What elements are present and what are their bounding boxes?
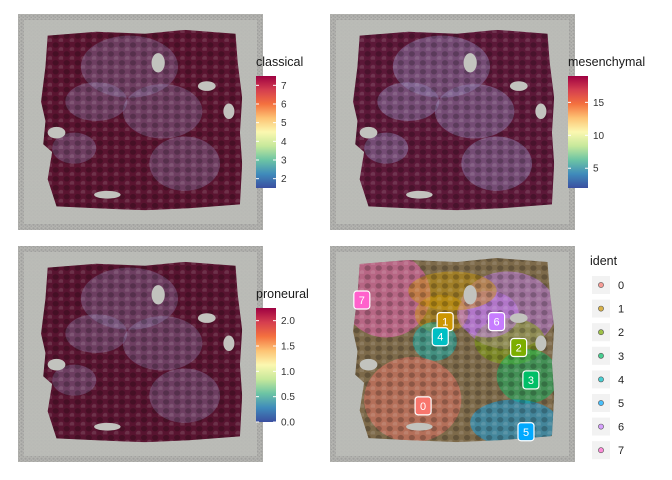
legend-label: 1 bbox=[618, 304, 624, 316]
legend-swatch bbox=[598, 329, 604, 336]
panel-mesenchymal bbox=[330, 14, 575, 230]
svg-text:2: 2 bbox=[516, 343, 522, 355]
svg-text:7: 7 bbox=[359, 295, 365, 307]
colorbar-tick-label: 10 bbox=[593, 131, 605, 142]
legend-swatch bbox=[598, 305, 604, 312]
colorbar-tick-label: 7 bbox=[281, 81, 287, 92]
cluster-label-5: 5 bbox=[517, 422, 535, 442]
legend-title: classical bbox=[256, 55, 303, 69]
panel-proneural bbox=[18, 246, 263, 462]
cluster-label-2: 2 bbox=[510, 337, 528, 358]
legend-title: ident bbox=[590, 254, 618, 268]
legend-swatch bbox=[598, 376, 604, 383]
colorbar-tick-label: 5 bbox=[593, 164, 599, 175]
cluster-label-7: 7 bbox=[353, 290, 371, 310]
colorbar-tick-label: 15 bbox=[593, 98, 605, 109]
cluster-labels: 7 1 6 4 2 3 0 5 bbox=[353, 290, 540, 442]
legend-item-0: 0 bbox=[592, 276, 624, 294]
cluster-label-4: 4 bbox=[431, 327, 449, 347]
colorbar bbox=[256, 308, 276, 422]
colorbar-tick-label: 4 bbox=[281, 137, 287, 148]
svg-text:0: 0 bbox=[420, 401, 426, 413]
legend-title: mesenchymal bbox=[568, 55, 645, 69]
tissue-spots bbox=[41, 261, 243, 443]
colorbar bbox=[256, 76, 276, 188]
legend-item-4: 4 bbox=[592, 370, 624, 389]
legend-label: 4 bbox=[618, 374, 624, 386]
cluster-label-1: 1 bbox=[436, 312, 454, 332]
colorbar-tick-label: 2 bbox=[281, 174, 287, 185]
tissue-spots bbox=[353, 258, 555, 443]
colorbar-tick-label: 0.5 bbox=[281, 392, 295, 403]
legend-swatch bbox=[598, 282, 604, 288]
colorbar-tick-label: 2.0 bbox=[281, 316, 295, 327]
cluster-label-0: 0 bbox=[414, 396, 432, 416]
legend-swatch bbox=[598, 423, 604, 430]
svg-text:6: 6 bbox=[494, 317, 500, 329]
legend-label: 3 bbox=[618, 351, 624, 363]
colorbar-tick-label: 0.0 bbox=[281, 418, 295, 429]
legend-swatch bbox=[598, 352, 604, 359]
cluster-label-3: 3 bbox=[522, 370, 540, 390]
legend-item-7: 7 bbox=[592, 441, 624, 460]
panel-classical bbox=[18, 14, 263, 230]
cluster-label-6: 6 bbox=[488, 312, 506, 332]
colorbar bbox=[568, 76, 588, 188]
legend-label: 5 bbox=[618, 398, 624, 410]
legend-item-6: 6 bbox=[592, 417, 624, 436]
legend-label: 0 bbox=[618, 280, 624, 292]
panel-ident: 7 1 6 4 2 3 0 5 bbox=[330, 246, 575, 462]
legend-item-1: 1 bbox=[592, 299, 624, 318]
colorbar-tick-label: 5 bbox=[281, 118, 287, 129]
legend-label: 6 bbox=[618, 422, 624, 434]
legend-item-2: 2 bbox=[592, 323, 624, 342]
legend-proneural: proneural 0.0 0.5 1.0 1.5 2.0 bbox=[256, 287, 309, 429]
legend-swatch bbox=[598, 400, 604, 406]
svg-text:1: 1 bbox=[442, 317, 448, 329]
legend-classical: classical 2 3 4 5 6 7 bbox=[256, 55, 303, 188]
legend-mesenchymal: mesenchymal 5 10 15 bbox=[568, 55, 645, 188]
tissue-spots bbox=[353, 29, 555, 211]
svg-text:4: 4 bbox=[437, 332, 443, 344]
legend-swatch bbox=[598, 447, 604, 454]
colorbar-tick-label: 3 bbox=[281, 156, 287, 167]
tissue-spots bbox=[41, 29, 243, 211]
svg-text:3: 3 bbox=[528, 375, 534, 387]
svg-text:5: 5 bbox=[523, 427, 529, 439]
legend-item-5: 5 bbox=[592, 394, 624, 412]
colorbar-tick-label: 6 bbox=[281, 100, 287, 111]
colorbar-tick-label: 1.5 bbox=[281, 342, 295, 353]
legend-label: 2 bbox=[618, 327, 624, 339]
legend-item-3: 3 bbox=[592, 346, 624, 365]
legend-label: 7 bbox=[618, 445, 624, 457]
legend-title: proneural bbox=[256, 287, 309, 301]
colorbar-tick-label: 1.0 bbox=[281, 367, 295, 378]
